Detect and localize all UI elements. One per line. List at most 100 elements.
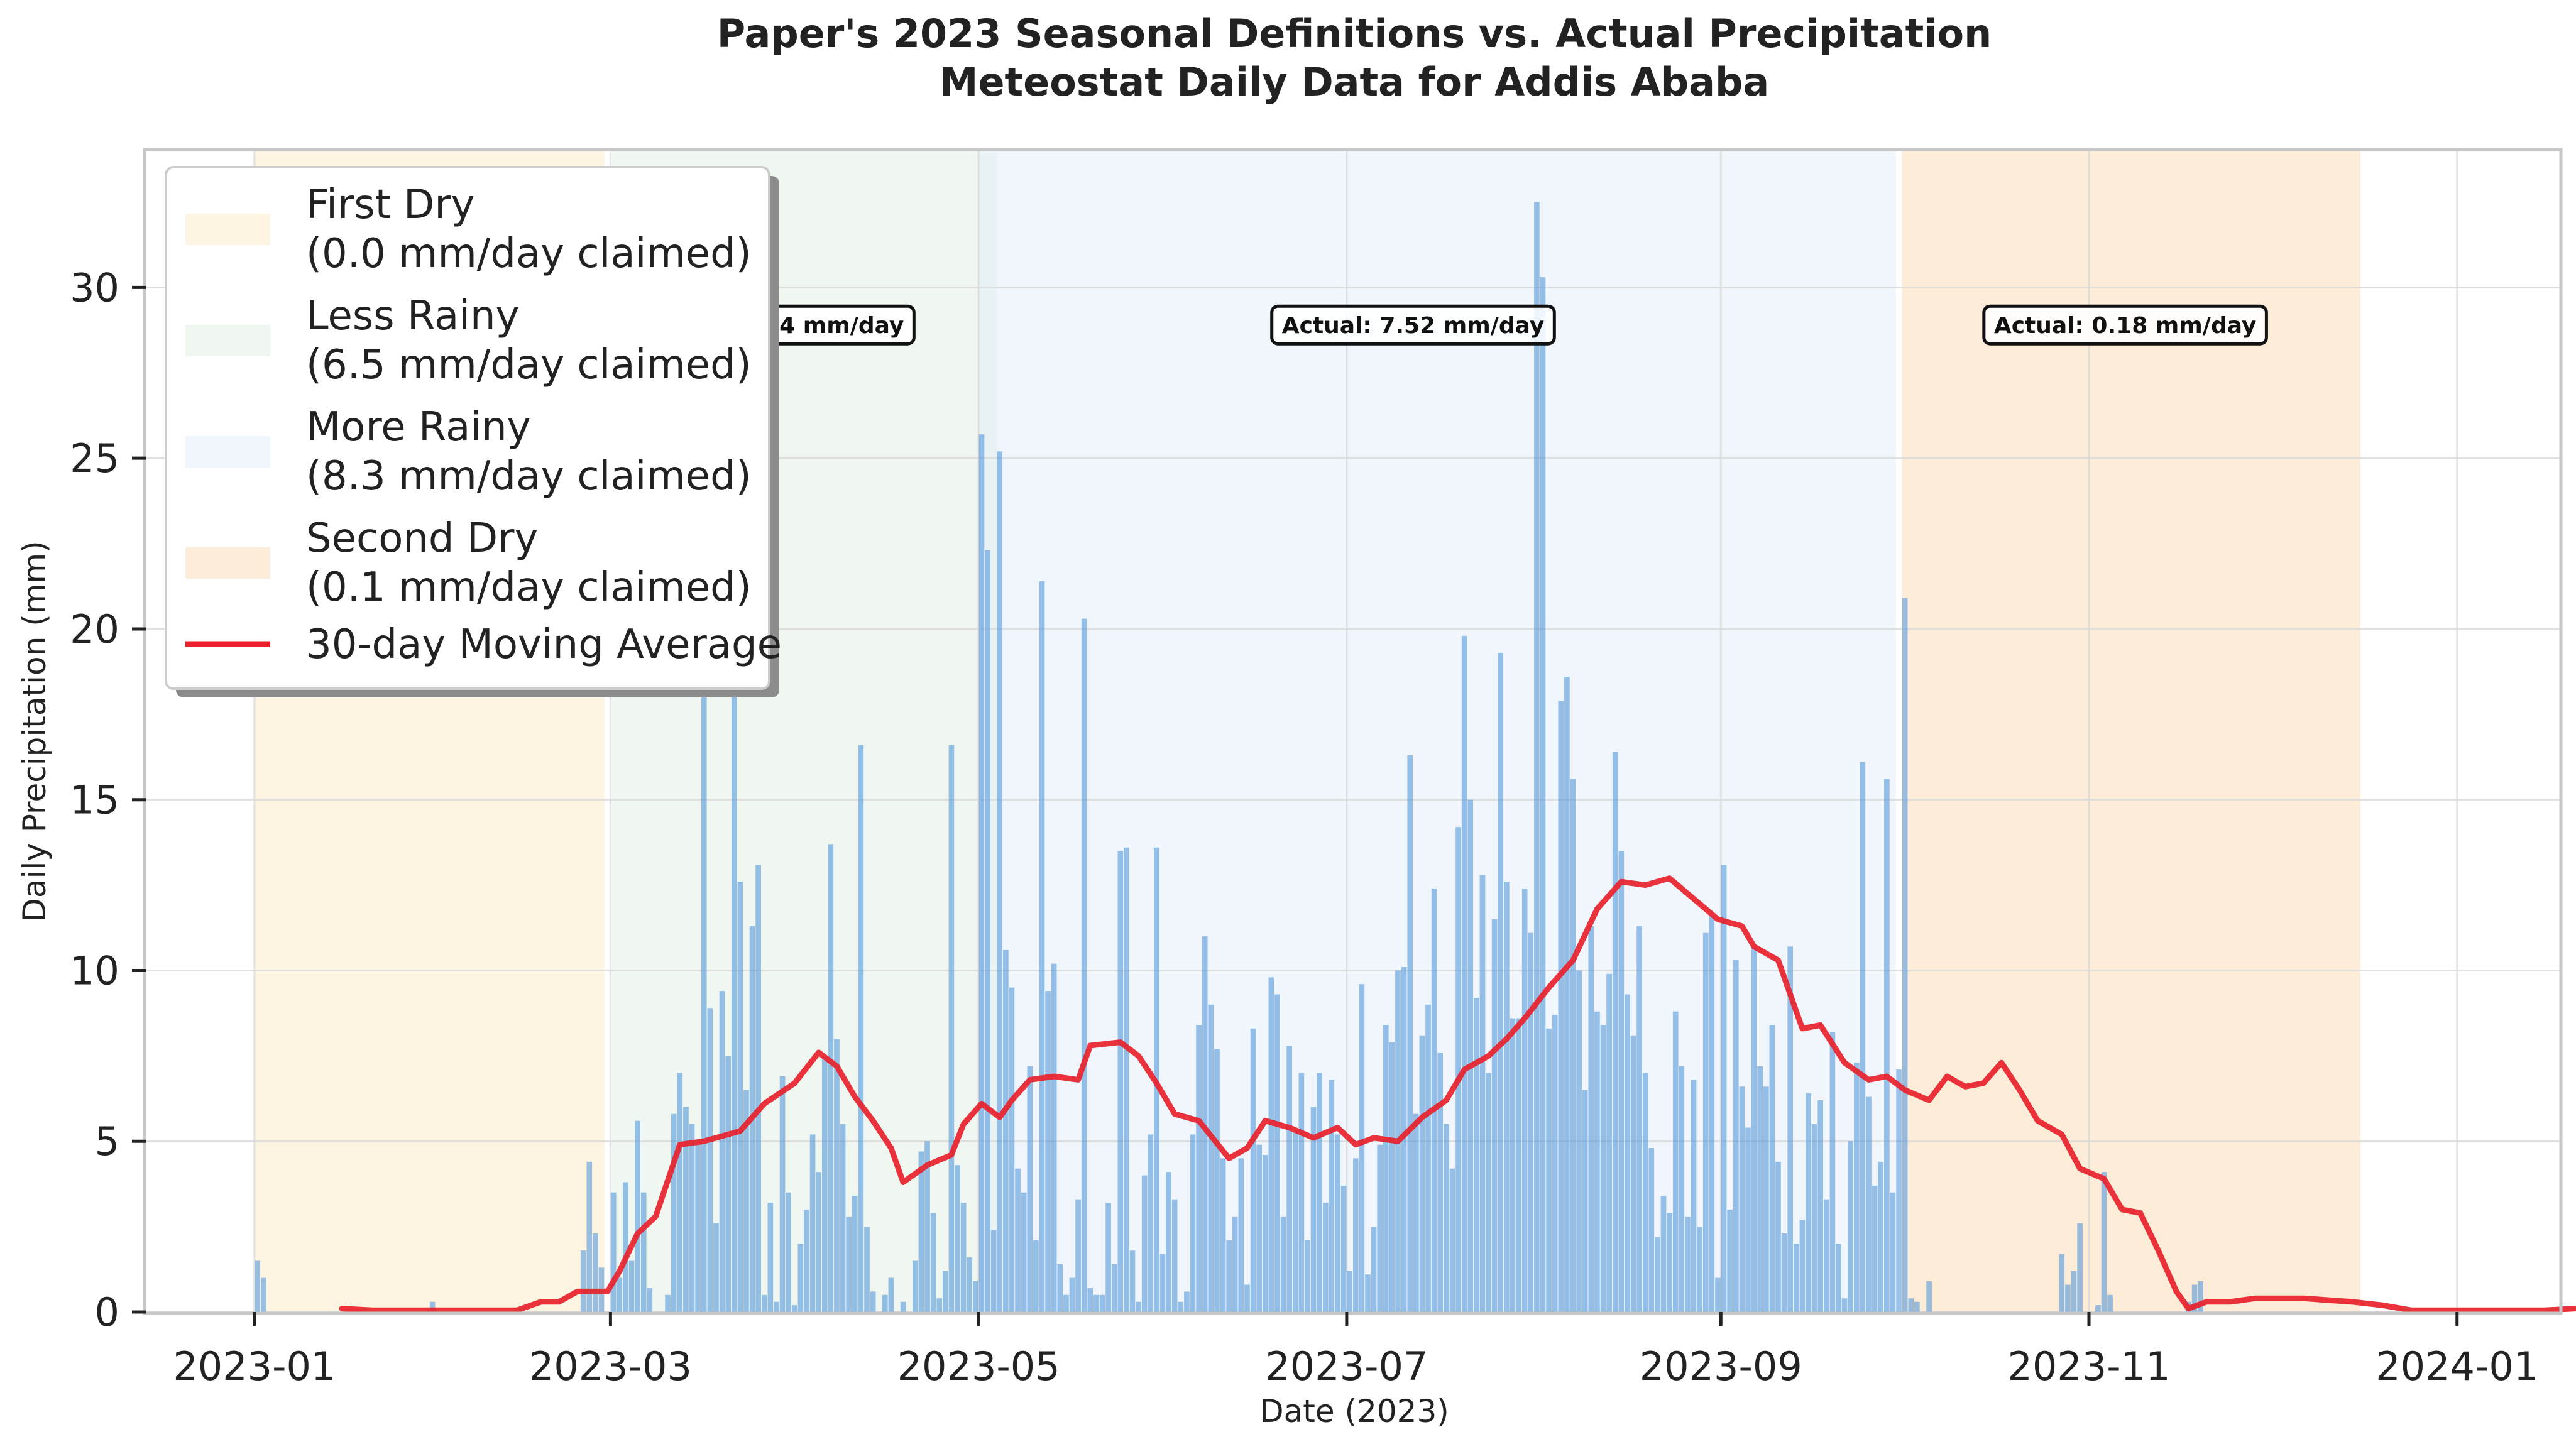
- annotations: 24 mm/day Actual: 7.52 mm/day Actual: 0.18…: [752, 304, 2268, 346]
- precip-bar-45: [852, 1196, 858, 1312]
- legend-swatch-1: [185, 325, 270, 356]
- precip-bar-148: [1491, 919, 1498, 1312]
- precip-bar-224: [2095, 1305, 2101, 1312]
- precip-bar-198: [1793, 1244, 1799, 1312]
- x-tick-label-5: 2023-11: [2007, 1343, 2170, 1389]
- precip-bar-47: [864, 1227, 870, 1312]
- annotation-text-1: Actual: 7.52 mm/day: [1282, 313, 1545, 339]
- precip-bar-188: [1733, 960, 1739, 1312]
- precip-bar-146: [1479, 875, 1486, 1312]
- precip-bar-18: [689, 1124, 695, 1312]
- precip-bar-37: [804, 1209, 809, 1312]
- precip-bar-55: [930, 1213, 936, 1312]
- precip-bar-205: [1836, 1244, 1841, 1312]
- precip-bar-184: [1709, 916, 1715, 1312]
- precip-bar-39: [816, 1172, 821, 1312]
- chart-title-line1: Paper's 2023 Seasonal Definitions vs. Ac…: [717, 11, 1992, 57]
- precip-bar-64: [985, 550, 990, 1312]
- precip-bar-169: [1618, 851, 1625, 1312]
- precip-bar-190: [1745, 1127, 1751, 1312]
- precip-bar-97: [1184, 1291, 1190, 1312]
- precip-bar-76: [1057, 1264, 1063, 1312]
- precip-bar-181: [1691, 1080, 1697, 1312]
- precip-bar-143: [1461, 635, 1467, 1312]
- precip-bar-179: [1679, 1066, 1685, 1312]
- precip-bar-40: [821, 1056, 828, 1312]
- precip-bar-125: [1352, 1158, 1359, 1312]
- precip-bar-197: [1787, 946, 1794, 1312]
- precip-bar-127: [1365, 1274, 1371, 1312]
- precip-bar-155: [1534, 202, 1540, 1312]
- precip-bar-71: [1027, 1066, 1033, 1312]
- precip-bar-192: [1757, 1066, 1763, 1312]
- precip-bar-69: [1015, 1168, 1021, 1312]
- precip-bar-30: [761, 1294, 767, 1312]
- precip-bar-22: [713, 1223, 719, 1312]
- precip-bar-183: [1702, 932, 1709, 1312]
- precip-bar-81: [1087, 1288, 1093, 1312]
- precip-bar-215: [1896, 1069, 1902, 1312]
- precip-bar-80: [1081, 618, 1087, 1313]
- precip-bar-110: [1262, 1154, 1268, 1312]
- precip-bar-25: [731, 680, 737, 1312]
- precip-bar-158: [1552, 1015, 1558, 1312]
- precip-bar-189: [1739, 1086, 1745, 1312]
- precip-bar-96: [1178, 1301, 1184, 1312]
- legend-label-4: 30-day Moving Average: [306, 621, 782, 668]
- precip-bar-123: [1340, 1185, 1347, 1312]
- precip-bar-23: [719, 991, 725, 1312]
- precip-bar-85: [1111, 1264, 1117, 1312]
- precip-bar-149: [1498, 652, 1504, 1312]
- precip-bar-46: [858, 745, 864, 1312]
- moving-average-line: [339, 875, 2576, 1313]
- x-axis-ticks: 2023-01 2023-03 2023-05 2023-07 2023-09 2023-…: [173, 1312, 2538, 1389]
- precip-bar-168: [1612, 752, 1618, 1312]
- precip-bar-24: [725, 1056, 731, 1312]
- precip-bar-122: [1335, 1134, 1340, 1312]
- precip-bar-101: [1208, 1004, 1214, 1312]
- precip-bar-116: [1298, 1073, 1305, 1312]
- x-axis-label: Date (2023): [1259, 1393, 1449, 1430]
- precip-bar-171: [1630, 1035, 1636, 1312]
- precip-bar-201: [1811, 1124, 1817, 1312]
- precip-bar-228: [2191, 1284, 2198, 1312]
- precip-bar-99: [1196, 1025, 1202, 1312]
- precip-bar-166: [1600, 1025, 1606, 1312]
- precip-bar-225: [2101, 1172, 2107, 1312]
- annotation-text-2: Actual: 0.18 mm/day: [1994, 313, 2257, 339]
- precip-bar-151: [1510, 1018, 1516, 1312]
- legend: First Dry(0.0 mm/day claimed)Less Rainy(…: [165, 166, 782, 697]
- x-tick-label-1: 2023-03: [529, 1343, 692, 1389]
- precip-bar-114: [1286, 1046, 1292, 1312]
- legend-label-3: Second Dry: [306, 515, 538, 562]
- precip-bar-65: [990, 1230, 997, 1312]
- precip-bar-150: [1504, 882, 1510, 1312]
- precip-bar-35: [791, 1305, 797, 1312]
- legend-label-0: First Dry: [306, 182, 475, 228]
- precip-bar-62: [973, 1281, 978, 1312]
- precip-bar-94: [1166, 1172, 1171, 1312]
- precip-bar-36: [797, 1244, 804, 1312]
- precip-bar-108: [1250, 1028, 1256, 1312]
- precip-bar-58: [948, 745, 955, 1312]
- precip-bar-195: [1775, 1161, 1781, 1312]
- y-tick-label-4: 20: [70, 606, 119, 652]
- precip-bar-160: [1564, 677, 1570, 1312]
- precip-bar-103: [1220, 1158, 1226, 1312]
- precip-bar-177: [1667, 1213, 1672, 1312]
- precip-bar-88: [1129, 1250, 1136, 1312]
- precip-bar-107: [1244, 1284, 1250, 1312]
- annotation-1: Actual: 7.52 mm/day: [1270, 304, 1556, 346]
- precip-bar-87: [1124, 847, 1129, 1312]
- precip-bar-43: [840, 1124, 846, 1312]
- y-tick-label-1: 5: [95, 1118, 119, 1164]
- precip-bar-38: [809, 1134, 816, 1312]
- x-tick-label-4: 2023-09: [1640, 1343, 1802, 1389]
- precip-bar-74: [1045, 991, 1051, 1312]
- precip-bar-194: [1769, 1025, 1775, 1312]
- precip-bar-29: [755, 864, 761, 1312]
- precip-bar-167: [1606, 973, 1612, 1312]
- precip-bar-153: [1521, 889, 1528, 1312]
- precip-bar-221: [2065, 1284, 2071, 1312]
- precip-bar-0: [255, 1260, 260, 1312]
